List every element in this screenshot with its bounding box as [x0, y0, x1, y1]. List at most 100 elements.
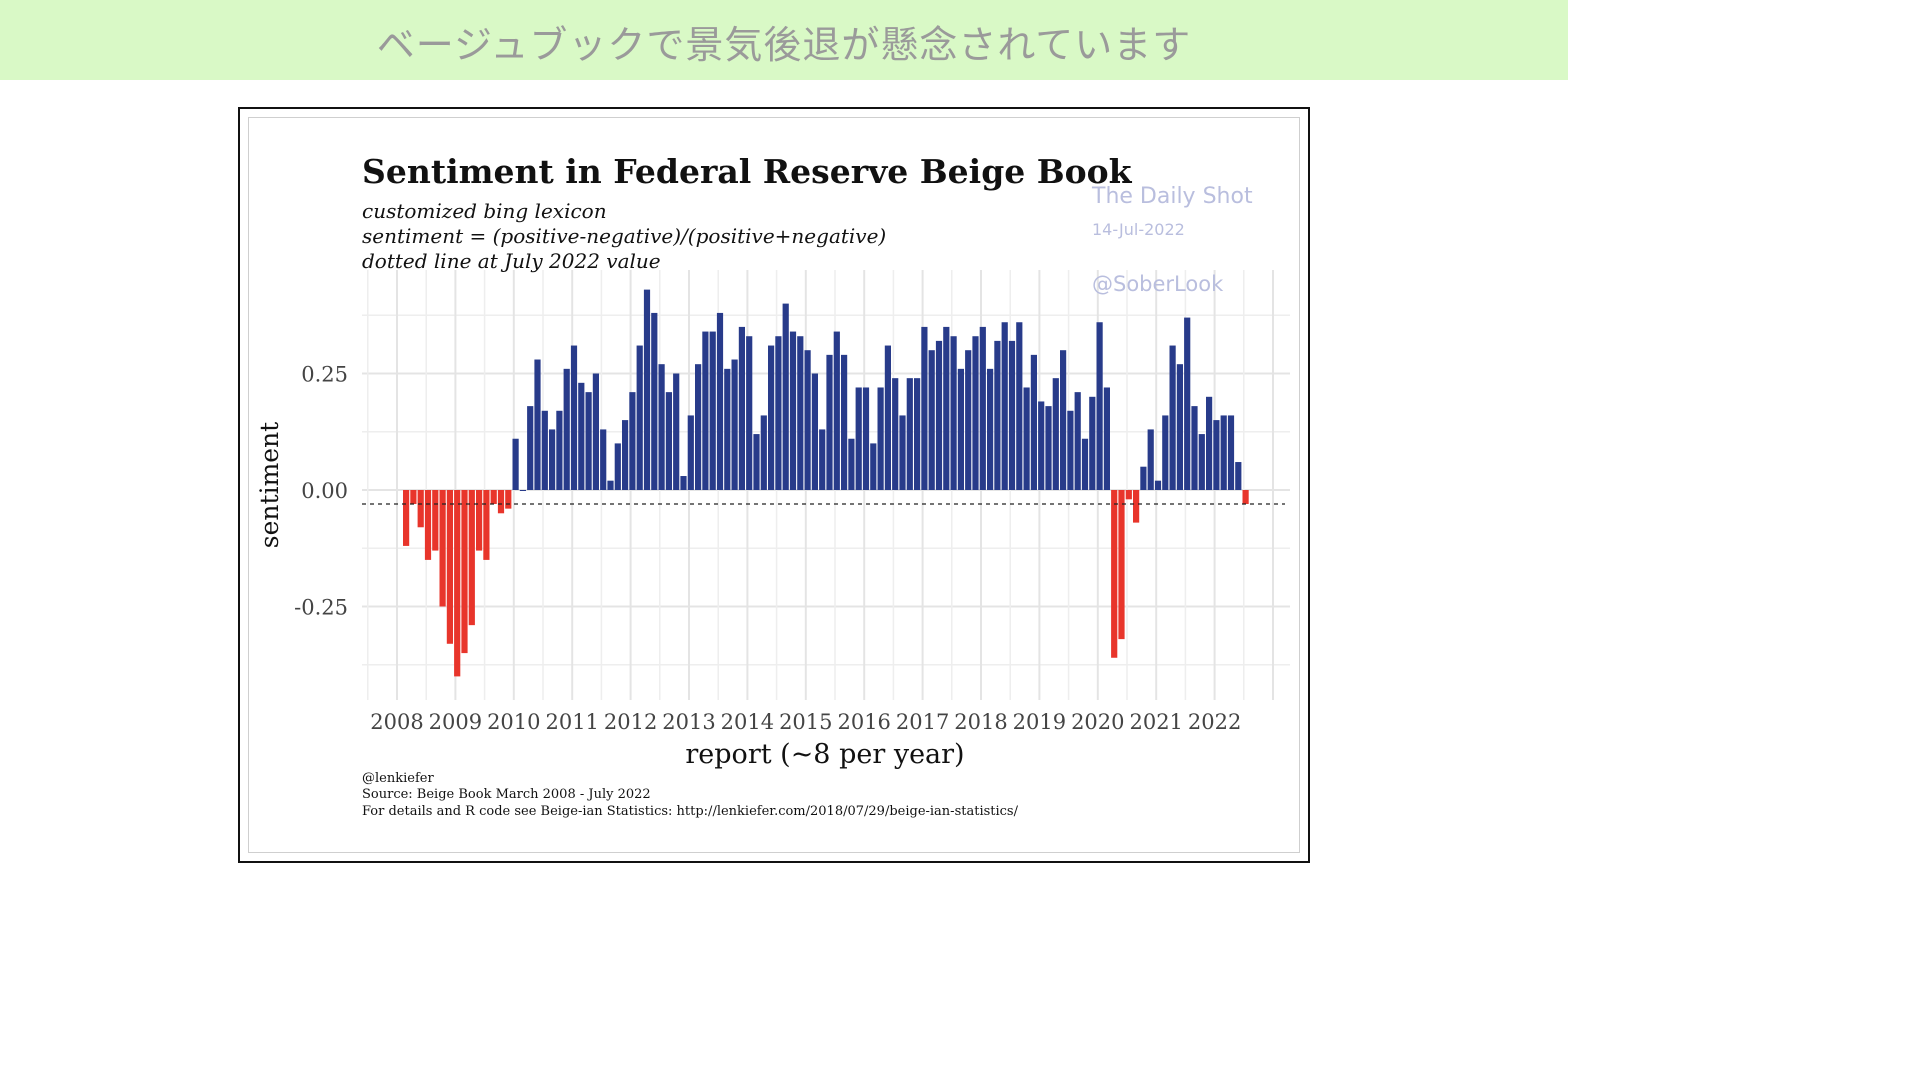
bar-positive	[1169, 345, 1176, 490]
y-tick-label: 0.00	[301, 479, 348, 503]
bar-positive	[928, 350, 935, 490]
bar-positive	[643, 289, 651, 490]
bar-positive	[592, 373, 599, 490]
x-tick-label: 2015	[779, 710, 832, 734]
bar-positive	[1023, 387, 1030, 490]
x-tick-label: 2022	[1188, 710, 1241, 734]
bar-positive	[636, 345, 643, 490]
bar-positive	[716, 312, 724, 490]
bar-positive	[1067, 410, 1074, 490]
x-axis-label: report (~8 per year)	[685, 739, 964, 770]
bar-positive	[1147, 429, 1154, 490]
bars-layer	[403, 289, 1249, 677]
chart-title: Sentiment in Federal Reserve Beige Book	[362, 152, 1133, 191]
bar-positive	[607, 480, 614, 490]
bar-positive	[782, 303, 789, 490]
footer-source: Source: Beige Book March 2008 - July 202…	[362, 787, 651, 802]
bar-positive	[1060, 350, 1067, 490]
bar-negative	[439, 490, 446, 607]
bar-positive	[819, 429, 826, 490]
bar-positive	[665, 392, 672, 490]
bar-positive	[811, 373, 818, 490]
bar-negative	[424, 490, 432, 560]
bar-positive	[950, 336, 957, 490]
bar-positive	[899, 415, 906, 490]
bar-negative	[1118, 490, 1125, 640]
watermark-handle: @SoberLook	[1092, 272, 1224, 296]
bar-positive	[1008, 340, 1016, 490]
x-tick-label: 2020	[1071, 710, 1124, 734]
bar-negative	[410, 490, 417, 504]
bar-positive	[870, 443, 877, 490]
bar-positive	[1001, 322, 1008, 490]
y-axis-label: sentiment	[255, 422, 284, 548]
chart-subtitle-line-2: sentiment = (positive-negative)/(positiv…	[362, 224, 886, 248]
x-tick-label: 2021	[1129, 710, 1182, 734]
watermark-source: The Daily Shot	[1091, 184, 1253, 209]
chart-frame	[238, 107, 1310, 863]
bar-positive	[979, 326, 986, 490]
bar-positive	[1220, 415, 1227, 490]
x-tick-label: 2017	[896, 710, 949, 734]
bar-positive	[833, 331, 840, 490]
banner-title: ベージュブックで景気後退が懸念されています	[376, 23, 1192, 67]
bar-positive	[1052, 378, 1059, 490]
bar-positive	[1184, 317, 1191, 490]
x-tick-label: 2009	[429, 710, 482, 734]
bar-positive	[1235, 462, 1242, 490]
bar-positive	[1074, 392, 1081, 490]
bar-positive	[775, 336, 782, 490]
banner: ベージュブックで景気後退が懸念されています	[0, 0, 1568, 80]
bar-negative	[403, 490, 410, 546]
bar-positive	[585, 392, 592, 490]
bar-positive	[914, 378, 921, 490]
footer-author: @lenkiefer	[362, 771, 434, 786]
bar-positive	[1140, 466, 1147, 490]
bar-positive	[804, 350, 811, 490]
bar-positive	[600, 429, 607, 490]
bar-positive	[994, 340, 1001, 490]
bar-positive	[695, 364, 702, 490]
bar-negative	[1242, 490, 1249, 504]
bar-positive	[1103, 387, 1110, 490]
bar-positive	[760, 415, 767, 490]
bar-positive	[680, 476, 687, 490]
bar-negative	[505, 490, 512, 509]
bar-positive	[519, 490, 526, 491]
bar-positive	[826, 354, 833, 490]
bar-positive	[1038, 401, 1045, 490]
bar-positive	[1206, 396, 1213, 490]
bar-negative	[497, 490, 505, 514]
bar-positive	[943, 326, 950, 490]
bar-positive	[512, 438, 519, 490]
bar-positive	[987, 368, 994, 490]
bar-positive	[738, 326, 745, 490]
bar-positive	[862, 387, 870, 490]
bar-positive	[534, 359, 541, 490]
bar-positive	[972, 336, 979, 490]
bar-positive	[549, 429, 556, 490]
x-tick-label: 2016	[837, 710, 890, 734]
bar-positive	[1154, 480, 1162, 490]
bar-positive	[702, 331, 709, 490]
footer-details: For details and R code see Beige-ian Sta…	[362, 804, 1019, 819]
bar-negative	[468, 490, 475, 626]
y-tick-label: -0.25	[294, 596, 348, 620]
bar-positive	[935, 340, 943, 490]
bar-negative	[446, 490, 453, 644]
x-tick-label: 2010	[487, 710, 540, 734]
bar-positive	[797, 336, 804, 490]
bar-negative	[417, 490, 424, 528]
bar-positive	[1227, 415, 1235, 490]
chart-subtitle-line-1: customized bing lexicon	[362, 199, 607, 223]
chart-subtitle-line-3: dotted line at July 2022 value	[362, 249, 661, 273]
bar-negative	[454, 490, 461, 677]
bar-positive	[658, 364, 665, 490]
bar-negative	[1133, 490, 1140, 523]
x-tick-label: 2014	[721, 710, 774, 734]
bar-positive	[789, 331, 797, 490]
bar-positive	[709, 331, 716, 490]
bar-positive	[1191, 406, 1198, 490]
bar-negative	[1111, 490, 1118, 658]
bar-positive	[687, 415, 694, 490]
